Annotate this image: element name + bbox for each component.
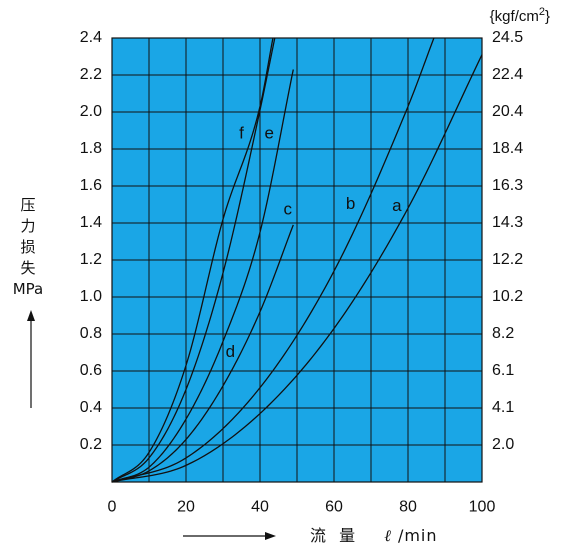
y-tick-label: 2.0 xyxy=(80,103,102,120)
y2-tick-label: 20.4 xyxy=(492,103,523,120)
curve-label-b: b xyxy=(346,194,355,213)
y-axis-label-part: 力 xyxy=(20,217,36,235)
y-axis-arrowhead xyxy=(27,310,35,321)
y2-tick-label: 16.3 xyxy=(492,177,523,194)
x-tick-label: 40 xyxy=(251,498,269,515)
curve-label-c: c xyxy=(284,200,293,219)
x-axis-arrowhead xyxy=(265,532,276,540)
curve-label-a: a xyxy=(392,196,402,215)
x-tick-label: 20 xyxy=(177,498,195,515)
y-axis-label-part: 压 xyxy=(20,196,36,214)
curve-labels: a b c d e f xyxy=(226,124,403,361)
y2-tick-label: 8.2 xyxy=(492,325,514,342)
curve-e xyxy=(111,37,276,483)
x-tick-label: 0 xyxy=(108,498,117,515)
curve-f xyxy=(111,37,274,483)
right-axis-unit-label: {kgf/cm2} xyxy=(489,6,550,25)
y2-tick-label: 14.3 xyxy=(492,214,523,231)
curves xyxy=(111,37,483,483)
y2-tick-label: 12.2 xyxy=(492,251,523,268)
axis-arrows xyxy=(27,310,276,540)
plot-frame xyxy=(111,37,483,483)
tick-labels: 0 20 40 60 80 100 0.2 2.0 0.4 4.1 0.6 6.1 0.8 8.2 1.0 1… xyxy=(80,29,523,515)
y2-tick-label: 6.1 xyxy=(492,362,514,379)
y2-tick-label: 2.0 xyxy=(492,436,514,453)
y2-tick-label: 24.5 xyxy=(492,29,523,46)
y-tick-label: 1.6 xyxy=(80,177,102,194)
x-tick-label: 80 xyxy=(399,498,417,515)
gridlines xyxy=(111,37,483,483)
y-tick-label: 1.8 xyxy=(80,140,102,157)
y2-tick-label: 18.4 xyxy=(492,140,523,157)
curve-d xyxy=(111,69,294,483)
y-axis-label-part: MPa xyxy=(12,280,44,298)
curve-label-d: d xyxy=(226,342,235,361)
y-tick-label: 0.6 xyxy=(80,362,102,379)
y-tick-label: 0.8 xyxy=(80,325,102,342)
y2-tick-label: 10.2 xyxy=(492,288,523,305)
x-tick-label: 60 xyxy=(325,498,343,515)
y-tick-label: 0.4 xyxy=(80,399,102,416)
y-tick-label: 2.2 xyxy=(80,66,102,83)
y2-tick-label: 4.1 xyxy=(492,399,514,416)
x-tick-label: 100 xyxy=(469,498,496,515)
y-tick-label: 1.2 xyxy=(80,251,102,268)
curve-c xyxy=(111,224,294,483)
curve-label-f: f xyxy=(239,124,244,143)
curve-b xyxy=(111,37,435,483)
y-tick-label: 2.4 xyxy=(80,29,102,46)
y-tick-label: 1.4 xyxy=(80,214,102,231)
y-axis-label-part: 损 xyxy=(20,238,36,256)
y-tick-label: 1.0 xyxy=(80,288,102,305)
curve-label-e: e xyxy=(265,124,274,143)
y2-tick-label: 22.4 xyxy=(492,66,523,83)
y-tick-label: 0.2 xyxy=(80,436,102,453)
curve-a xyxy=(111,54,483,483)
y-axis-label-part: 失 xyxy=(20,259,36,277)
